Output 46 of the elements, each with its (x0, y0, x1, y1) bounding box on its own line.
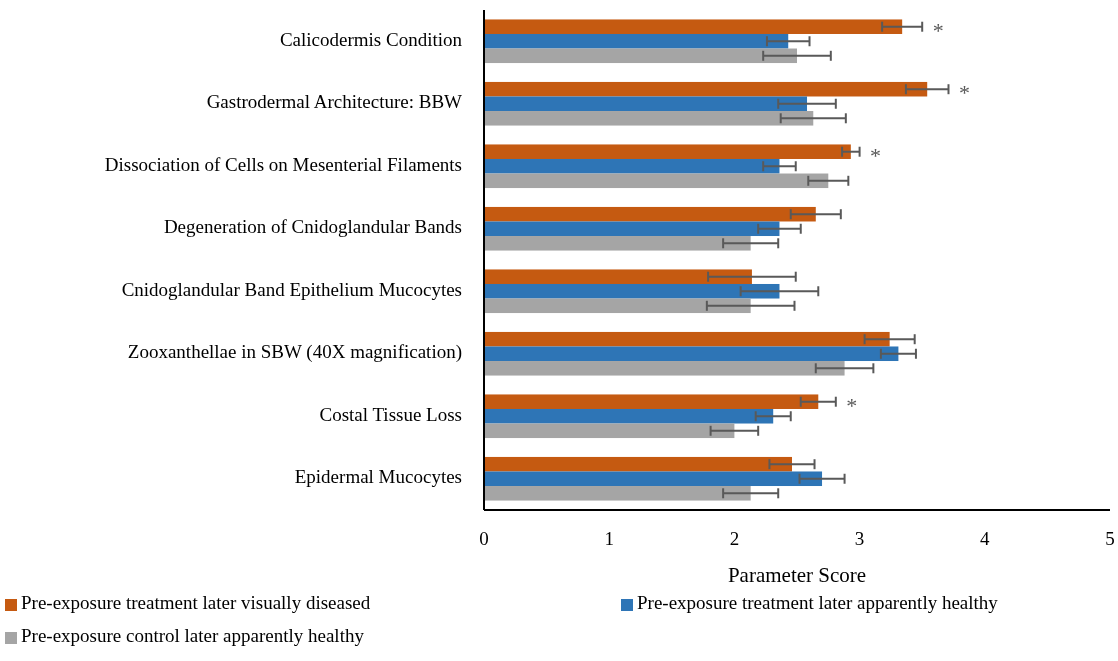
bar (484, 331, 890, 347)
bar (484, 471, 823, 487)
bar (484, 486, 751, 501)
x-axis-title: Parameter Score (727, 563, 867, 587)
y-tick-label: Calicodermis Condition (279, 28, 463, 50)
bar (484, 96, 808, 112)
bar (484, 236, 751, 251)
y-tick-label: Degeneration of Cnidoglandular Bands (163, 216, 462, 238)
bar (484, 394, 819, 409)
x-tick-label: 1 (604, 528, 614, 549)
x-tick-label: 0 (479, 528, 489, 549)
y-tick-label: Dissociation of Cells on Mesenterial Filaments (104, 153, 462, 175)
y-tick-label: Zooxanthellae in SBW (40X magnification) (127, 341, 462, 364)
legend-label: Pre-exposure control later apparently healthy (21, 625, 365, 647)
data-label: * (932, 17, 944, 43)
x-tick-label: 5 (1105, 528, 1115, 549)
bar (484, 269, 752, 284)
bar (484, 283, 780, 299)
y-tick-label: Gastrodermal Architecture: BBW (206, 91, 463, 113)
bar (484, 221, 780, 237)
x-tick-label: 4 (980, 528, 991, 549)
x-tick-label: 3 (854, 528, 865, 549)
data-label: * (846, 392, 858, 418)
bar (484, 173, 829, 189)
bar (484, 206, 816, 222)
bar (484, 423, 735, 439)
bar (484, 456, 792, 472)
bar (484, 111, 814, 126)
bar (484, 408, 774, 424)
data-label: * (958, 80, 970, 106)
x-tick-label: 2 (729, 528, 740, 549)
bar (484, 19, 903, 34)
bar (484, 48, 797, 64)
legend-label: Pre-exposure treatment later visually diseased (21, 592, 371, 614)
data-label: * (870, 142, 882, 168)
legend-label: Pre-exposure treatment later apparently healthy (637, 592, 999, 614)
bar (484, 346, 899, 362)
bar (484, 361, 845, 376)
bar (484, 298, 751, 314)
y-tick-label: Epidermal Mucocytes (294, 466, 462, 488)
bar (484, 33, 789, 49)
bar (484, 144, 851, 159)
bar (484, 158, 780, 174)
y-tick-label: Costal Tissue Loss (319, 403, 462, 425)
y-tick-label: Cnidoglandular Band Epithelium Mucocytes (121, 278, 462, 300)
bar (484, 81, 928, 97)
